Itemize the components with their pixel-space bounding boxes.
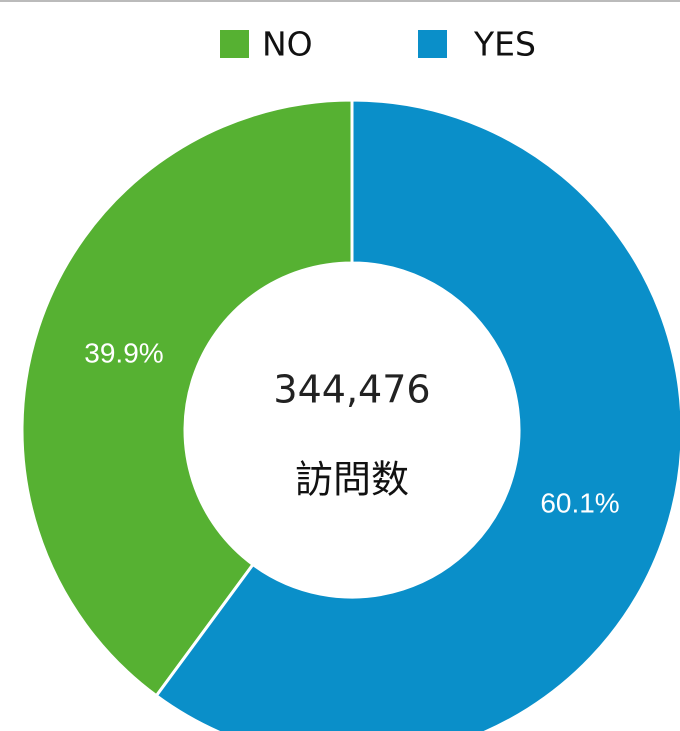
legend-swatch [220, 30, 249, 58]
center-value: 344,476 [273, 368, 430, 412]
legend-label: NO [262, 25, 313, 64]
donut-slice [154, 98, 680, 731]
donut-slice [20, 98, 354, 698]
center-label: 訪問数 [295, 458, 409, 502]
slice-label: 60.1% [540, 487, 619, 518]
legend-swatch [418, 30, 447, 58]
slice-label: 39.9% [84, 338, 163, 369]
legend-label: YES [473, 25, 536, 64]
